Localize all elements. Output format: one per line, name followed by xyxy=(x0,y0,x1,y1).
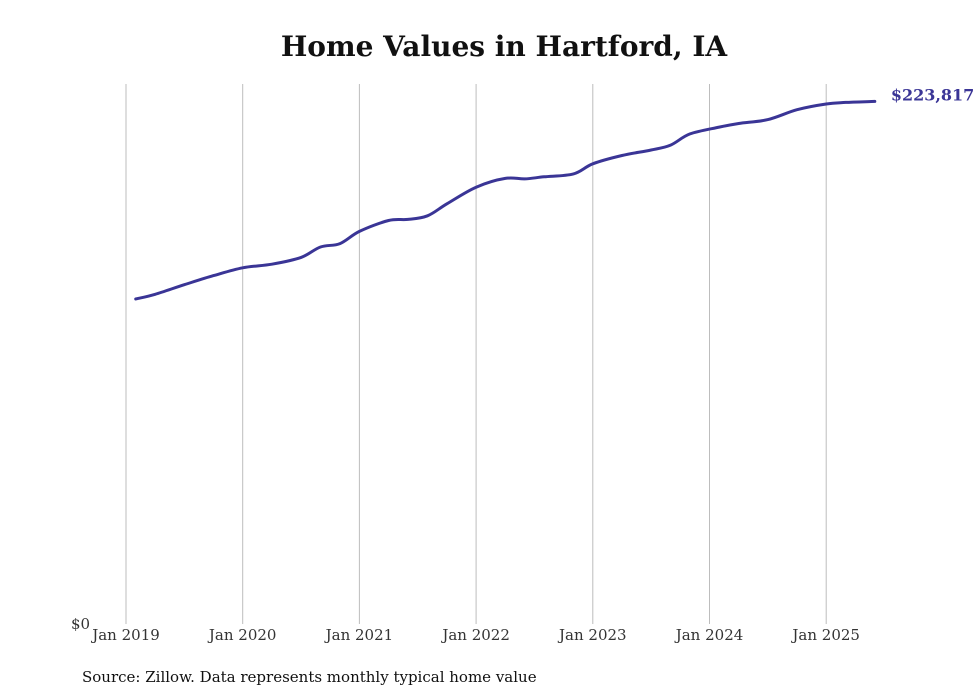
y-axis-zero-label: $0 xyxy=(71,615,90,633)
x-tick-label: Jan 2020 xyxy=(207,626,277,644)
x-tick-label: Jan 2023 xyxy=(557,626,627,644)
x-tick-label: Jan 2024 xyxy=(674,626,744,644)
x-tick-label: Jan 2019 xyxy=(90,626,160,644)
x-axis-ticks: Jan 2019 Jan 2020 Jan 2021 Jan 2022 Jan 2023… xyxy=(90,626,860,644)
x-tick-label: Jan 2022 xyxy=(440,626,510,644)
x-tick-label: Jan 2025 xyxy=(790,626,860,644)
source-note: Source: Zillow. Data represents monthly … xyxy=(82,668,537,686)
chart-title: Home Values in Hartford, IA xyxy=(280,30,728,63)
grid-lines xyxy=(125,84,827,624)
x-tick-label: Jan 2021 xyxy=(324,626,394,644)
home-value-line xyxy=(134,99,877,301)
latest-value-label: $223,817 xyxy=(891,85,975,104)
